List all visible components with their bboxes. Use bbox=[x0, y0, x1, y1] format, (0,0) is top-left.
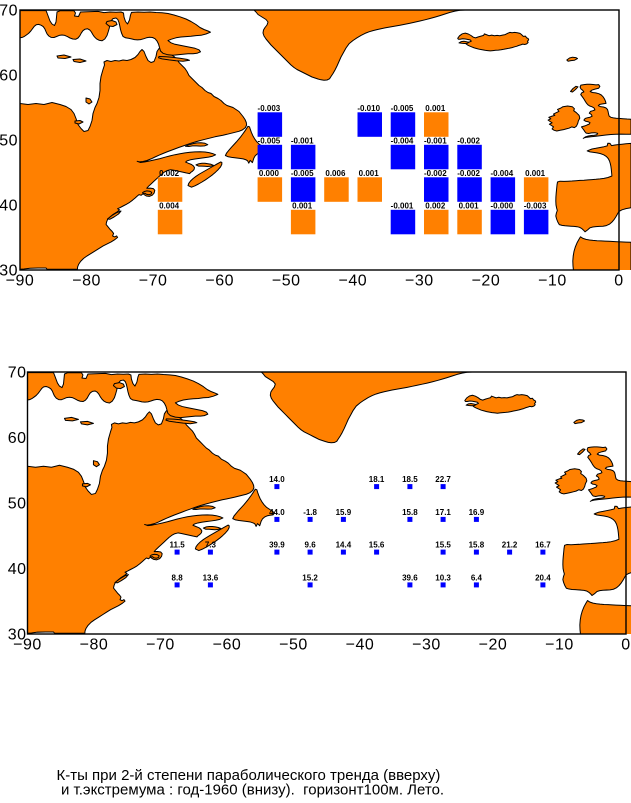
svg-text:20.4: 20.4 bbox=[535, 573, 551, 582]
svg-text:-0.005: -0.005 bbox=[258, 136, 281, 145]
svg-text:50: 50 bbox=[0, 133, 18, 150]
svg-text:−20: −20 bbox=[472, 273, 501, 290]
svg-text:−40: −40 bbox=[346, 637, 375, 654]
svg-text:−40: −40 bbox=[338, 273, 367, 290]
svg-text:-0.004: -0.004 bbox=[490, 169, 513, 178]
svg-text:-0.001: -0.001 bbox=[424, 136, 447, 145]
svg-text:10.3: 10.3 bbox=[435, 573, 451, 582]
svg-text:39.6: 39.6 bbox=[402, 573, 418, 582]
svg-text:9.6: 9.6 bbox=[305, 541, 317, 550]
svg-text:−80: −80 bbox=[80, 637, 109, 654]
svg-text:и т.экстремума : год-1960 (вни: и т.экстремума : год-1960 (внизу). гориз… bbox=[61, 782, 444, 799]
svg-text:15.8: 15.8 bbox=[402, 508, 418, 517]
svg-text:−70: −70 bbox=[146, 637, 175, 654]
svg-text:0.001: 0.001 bbox=[425, 104, 446, 113]
svg-text:50: 50 bbox=[8, 496, 27, 513]
svg-text:-0.002: -0.002 bbox=[424, 169, 447, 178]
svg-text:−90: −90 bbox=[6, 273, 35, 290]
svg-text:14.0: 14.0 bbox=[269, 475, 285, 484]
svg-text:0.001: 0.001 bbox=[459, 201, 480, 210]
svg-text:0.001: 0.001 bbox=[525, 169, 546, 178]
svg-text:21.2: 21.2 bbox=[502, 541, 518, 550]
svg-text:14.4: 14.4 bbox=[336, 541, 352, 550]
svg-text:−30: −30 bbox=[412, 637, 441, 654]
svg-text:0.002: 0.002 bbox=[425, 201, 446, 210]
svg-text:-0.002: -0.002 bbox=[457, 169, 480, 178]
svg-text:7.3: 7.3 bbox=[205, 541, 217, 550]
svg-text:16.9: 16.9 bbox=[469, 508, 485, 517]
svg-text:−50: −50 bbox=[272, 273, 301, 290]
svg-text:60: 60 bbox=[8, 430, 27, 447]
svg-text:−20: −20 bbox=[479, 637, 508, 654]
svg-text:-0.004: -0.004 bbox=[391, 136, 414, 145]
svg-text:15.6: 15.6 bbox=[369, 541, 385, 550]
svg-text:60: 60 bbox=[0, 68, 18, 85]
svg-text:15.2: 15.2 bbox=[302, 573, 318, 582]
svg-text:−60: −60 bbox=[205, 273, 234, 290]
svg-text:−70: −70 bbox=[139, 273, 168, 290]
svg-text:−10: −10 bbox=[545, 637, 574, 654]
svg-text:70: 70 bbox=[8, 365, 27, 382]
svg-text:16.7: 16.7 bbox=[535, 541, 551, 550]
svg-text:-0.010: -0.010 bbox=[357, 104, 380, 113]
svg-text:44.0: 44.0 bbox=[269, 508, 285, 517]
svg-text:40: 40 bbox=[8, 561, 27, 578]
svg-text:-0.003: -0.003 bbox=[524, 201, 547, 210]
svg-text:0.006: 0.006 bbox=[325, 169, 346, 178]
svg-text:-0.003: -0.003 bbox=[258, 104, 281, 113]
svg-text:0.002: 0.002 bbox=[159, 169, 180, 178]
svg-text:70: 70 bbox=[0, 3, 18, 20]
svg-text:30: 30 bbox=[8, 627, 27, 644]
svg-text:0.001: 0.001 bbox=[359, 169, 380, 178]
svg-text:-0.001: -0.001 bbox=[291, 136, 314, 145]
svg-text:-0.005: -0.005 bbox=[391, 104, 414, 113]
svg-text:13.6: 13.6 bbox=[203, 573, 219, 582]
svg-text:−80: −80 bbox=[72, 273, 101, 290]
svg-text:-0.000: -0.000 bbox=[490, 201, 513, 210]
svg-text:18.5: 18.5 bbox=[402, 475, 418, 484]
svg-text:0: 0 bbox=[614, 273, 623, 290]
svg-text:0: 0 bbox=[621, 637, 630, 654]
svg-text:0.004: 0.004 bbox=[159, 201, 180, 210]
svg-text:17.1: 17.1 bbox=[435, 508, 451, 517]
svg-text:6.4: 6.4 bbox=[471, 573, 483, 582]
svg-text:40: 40 bbox=[0, 198, 18, 215]
svg-text:−90: −90 bbox=[13, 637, 42, 654]
svg-text:−60: −60 bbox=[213, 637, 242, 654]
svg-text:−10: −10 bbox=[538, 273, 567, 290]
svg-text:11.5: 11.5 bbox=[170, 541, 186, 550]
svg-text:0.000: 0.000 bbox=[259, 169, 280, 178]
svg-text:39.9: 39.9 bbox=[269, 541, 285, 550]
svg-text:0.001: 0.001 bbox=[292, 201, 313, 210]
svg-text:22.7: 22.7 bbox=[435, 475, 451, 484]
svg-text:15.5: 15.5 bbox=[435, 541, 451, 550]
svg-text:К-ты при 2-й степени параболич: К-ты при 2-й степени параболического тре… bbox=[57, 767, 441, 784]
svg-text:-0.002: -0.002 bbox=[457, 136, 480, 145]
svg-text:30: 30 bbox=[0, 263, 18, 280]
svg-text:-0.001: -0.001 bbox=[391, 201, 414, 210]
svg-text:18.1: 18.1 bbox=[369, 475, 385, 484]
svg-text:-0.005: -0.005 bbox=[291, 169, 314, 178]
svg-text:15.8: 15.8 bbox=[469, 541, 485, 550]
svg-text:−30: −30 bbox=[405, 273, 434, 290]
svg-text:8.8: 8.8 bbox=[172, 573, 184, 582]
svg-text:-1.8: -1.8 bbox=[303, 508, 317, 517]
svg-text:15.9: 15.9 bbox=[336, 508, 352, 517]
svg-text:−50: −50 bbox=[279, 637, 308, 654]
